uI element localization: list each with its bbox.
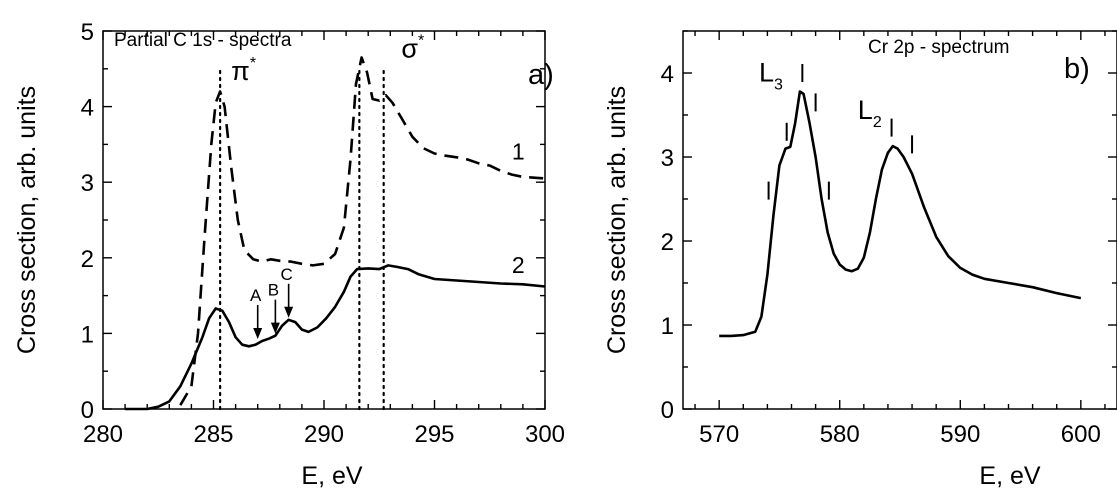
a-y-tick-label: 3 bbox=[81, 170, 94, 197]
panel-a-ticks: 280 285 290 295 300 0 1 2 3 4 5 bbox=[81, 19, 565, 448]
panel-b-plot-frame bbox=[682, 30, 1117, 410]
b-y-tick-label: 3 bbox=[661, 145, 674, 172]
b-peak-label-sub: 3 bbox=[774, 76, 783, 93]
panel-a-guide-lines bbox=[219, 69, 385, 411]
panel-b-title: Cr 2p - spectrum bbox=[868, 37, 1009, 58]
a-y-tick-label: 0 bbox=[81, 397, 94, 424]
panel-b-annotations: L3 L2 bbox=[759, 57, 914, 200]
a-marker-arrow-head bbox=[253, 327, 263, 339]
a-marker-label: C bbox=[280, 265, 292, 284]
panel-b-x-axis-title: E, eV bbox=[979, 462, 1040, 490]
b-y-tick-label: 1 bbox=[661, 313, 674, 340]
a-curve-number: 1 bbox=[512, 139, 525, 165]
a-y-tick-label: 4 bbox=[81, 95, 94, 122]
a-x-tick-label: 285 bbox=[193, 421, 233, 448]
a-y-tick-label: 2 bbox=[81, 246, 94, 273]
a-peak-label-sup: * bbox=[418, 32, 424, 49]
a-marker-label: A bbox=[250, 286, 262, 305]
a-series-line-1 bbox=[179, 56, 546, 406]
a-y-tick-label: 5 bbox=[81, 19, 94, 46]
b-y-tick-label: 2 bbox=[661, 229, 674, 256]
a-x-tick-label: 295 bbox=[414, 421, 454, 448]
a-peak-label: σ* bbox=[401, 32, 424, 63]
b-peak-label: L2 bbox=[858, 95, 882, 131]
panel-a-annotations: π* σ* 1 2 A BC bbox=[231, 32, 525, 339]
panel-a-plot-frame bbox=[102, 30, 546, 410]
panel-a-x-axis-title: E, eV bbox=[301, 462, 362, 490]
a-curve-number: 2 bbox=[512, 252, 525, 278]
panel-a-chart: 280 285 290 295 300 0 1 2 3 4 5 π* σ* 1 2 A BC Partial … bbox=[13, 19, 565, 490]
panel-b-y-axis-title: Cross section, arb. units bbox=[603, 86, 631, 354]
b-y-tick-label: 4 bbox=[661, 61, 674, 88]
panel-b-ticks: 570 580 590 600 0 1 2 3 4 bbox=[661, 30, 1117, 448]
panel-b-letter: b) bbox=[1064, 53, 1090, 85]
a-marker-arrow-head bbox=[284, 306, 294, 318]
panel-a-title: Partial C 1s - spectra bbox=[114, 30, 292, 51]
a-peak-label-sup: * bbox=[250, 55, 256, 72]
b-peak-label-sub: 2 bbox=[873, 114, 882, 131]
a-peak-label: π* bbox=[231, 55, 256, 86]
a-marker-label: B bbox=[268, 281, 279, 300]
a-x-tick-label: 290 bbox=[304, 421, 344, 448]
b-y-tick-label: 0 bbox=[661, 397, 674, 424]
panel-b-series bbox=[719, 90, 1082, 338]
panel-a-series bbox=[125, 56, 546, 411]
panel-a-y-axis-title: Cross section, arb. units bbox=[13, 86, 41, 354]
a-x-tick-label: 280 bbox=[83, 421, 123, 448]
b-x-tick-label: 580 bbox=[820, 421, 860, 448]
b-peak-label: L3 bbox=[759, 57, 783, 93]
b-x-tick-label: 570 bbox=[699, 421, 739, 448]
b-x-tick-label: 590 bbox=[940, 421, 980, 448]
a-x-tick-label: 300 bbox=[525, 421, 565, 448]
b-series-line-1 bbox=[719, 90, 1082, 338]
b-x-tick-label: 600 bbox=[1061, 421, 1101, 448]
a-marker-arrow-head bbox=[270, 322, 280, 334]
a-y-tick-label: 1 bbox=[81, 321, 94, 348]
a-series-line-2 bbox=[125, 264, 546, 411]
panel-a-letter: a) bbox=[528, 59, 554, 91]
